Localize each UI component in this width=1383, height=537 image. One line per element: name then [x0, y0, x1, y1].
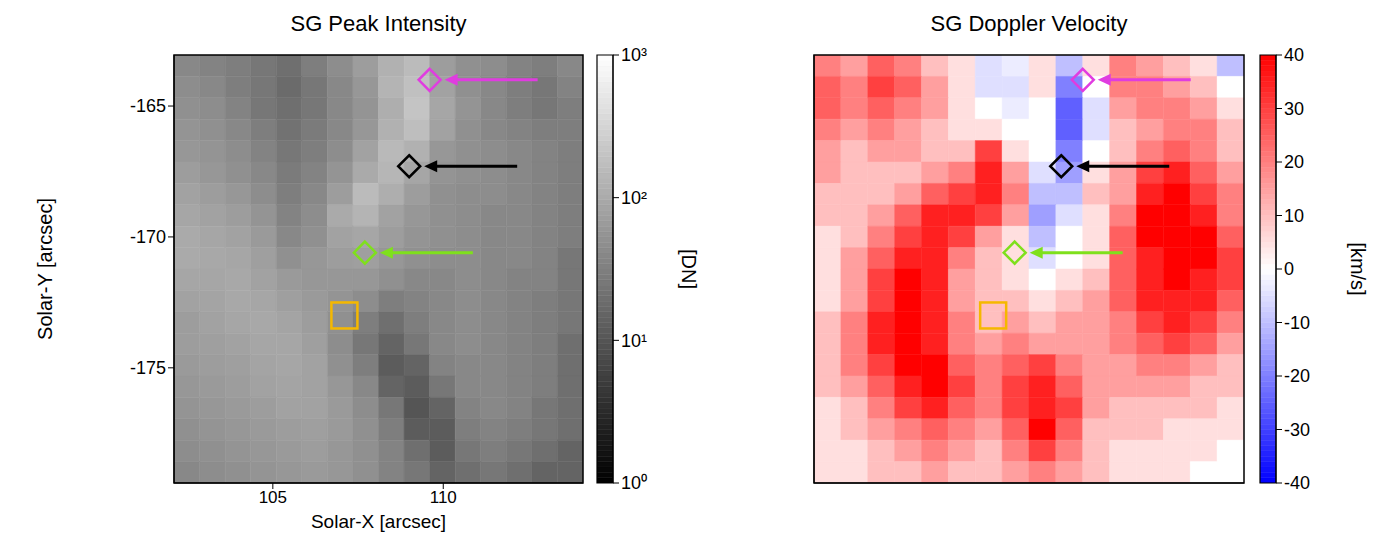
svg-text:110: 110 — [430, 488, 457, 507]
svg-text:10²: 10² — [621, 188, 647, 208]
html-text:[DN]: [DN] — [677, 249, 700, 289]
svg-text:-175: -175 — [130, 358, 166, 378]
svg-text:-40: -40 — [1284, 473, 1310, 493]
svg-text:10³: 10³ — [621, 45, 647, 65]
svg-text:-20: -20 — [1284, 366, 1310, 386]
svg-text:105: 105 — [259, 488, 287, 507]
svg-text:-170: -170 — [130, 227, 166, 247]
svg-text:10¹: 10¹ — [621, 331, 647, 351]
html-text:Solar-Y [arcsec]: Solar-Y [arcsec] — [33, 198, 56, 340]
html-text:[km/s]: [km/s] — [1346, 242, 1369, 296]
html-text:SG Doppler Velocity: SG Doppler Velocity — [930, 11, 1128, 36]
svg-text:30: 30 — [1284, 99, 1304, 119]
svg-text:10⁰: 10⁰ — [621, 473, 647, 493]
svg-text:-30: -30 — [1284, 420, 1310, 440]
svg-text:20: 20 — [1284, 152, 1304, 172]
svg-text:10: 10 — [1284, 206, 1304, 226]
svg-text:0: 0 — [1284, 259, 1294, 279]
svg-text:40: 40 — [1284, 45, 1304, 65]
html-text:SG Peak Intensity: SG Peak Intensity — [290, 11, 467, 36]
svg-text:-165: -165 — [130, 96, 166, 116]
svg-text:-10: -10 — [1284, 313, 1310, 333]
html-text:Solar-X [arcsec]: Solar-X [arcsec] — [310, 511, 447, 532]
